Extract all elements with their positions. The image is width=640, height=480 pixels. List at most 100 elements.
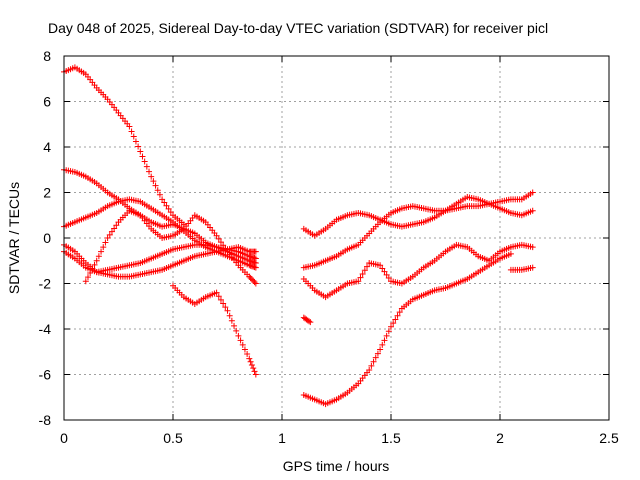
data-point [252,255,259,262]
data-point [167,209,174,216]
data-point [104,235,111,241]
data-point [252,264,259,271]
data-point [507,250,514,257]
data-point [239,341,246,348]
x-tick-label: 2 [496,430,504,446]
data-point [361,267,368,274]
data-point [529,264,536,271]
data-point [381,268,388,275]
data-point [359,270,366,277]
series-s1 [61,64,187,228]
data-point [383,332,390,339]
data-point [163,202,170,209]
x-tick-label: 0.5 [163,430,183,446]
y-tick-label: 8 [43,48,51,64]
axis-ticks: 0 0.5 1 1.5 2 2.5 -8 -6 -4 -2 0 2 4 6 8 [39,48,619,446]
data-point [87,270,94,277]
data-point [130,133,137,140]
data-point [215,293,222,300]
x-tick-label: 0 [60,430,68,446]
data-point [357,274,364,281]
data-point [529,189,536,196]
data-point [396,309,403,316]
data-point [529,244,536,251]
data-point [100,244,107,251]
data-point [252,248,259,255]
data-point [106,231,113,238]
data-point [244,351,251,358]
data-point [222,304,229,311]
data-point [385,328,392,335]
data-point [93,257,100,264]
data-point [250,365,257,372]
data-point [220,242,227,249]
data-point [222,245,229,252]
data-point [385,275,392,282]
y-tick-label: -4 [39,321,52,337]
y-tick-label: 4 [43,139,51,155]
data-point [233,327,240,334]
y-tick-label: 0 [43,230,51,246]
plot-data [61,64,536,408]
x-tick-label: 1.5 [381,430,401,446]
data-point [306,318,313,325]
data-point [143,163,150,170]
data-point [141,158,148,165]
y-tick-label: 6 [43,94,51,110]
data-point [250,277,257,284]
data-point [246,273,253,280]
x-tick-label: 2.5 [599,430,619,446]
grid [64,56,609,420]
y-tick-label: -8 [39,412,52,428]
data-point [215,235,222,242]
data-point [228,317,235,324]
data-point [137,148,144,155]
data-point [139,153,146,160]
series-s12 [300,314,314,326]
chart-title: Day 048 of 2025, Sidereal Day-to-day VTE… [48,20,548,36]
data-point [237,337,244,344]
data-point [372,354,379,361]
data-point [241,346,248,353]
data-point [165,205,172,212]
x-tick-label: 1 [278,430,286,446]
data-point [126,123,133,130]
data-point [247,358,254,365]
data-point [529,207,536,214]
data-point [95,253,102,260]
data-point [148,173,155,180]
series-s7 [170,282,259,378]
data-point [102,239,109,246]
data-point [226,312,233,319]
series-s6 [82,207,259,287]
y-tick-label: -2 [39,276,52,292]
data-point [150,178,157,185]
series-s9 [300,189,536,271]
data-point [156,191,163,198]
data-point [251,368,258,375]
data-point [84,274,91,281]
data-point [377,262,384,269]
data-point [390,320,397,327]
data-point [235,332,242,339]
x-axis-label: GPS time / hours [283,458,390,474]
data-point [368,362,375,369]
data-point [220,300,227,307]
data-point [146,168,153,175]
data-point [247,275,254,282]
data-point [91,261,98,268]
y-tick-label: 2 [43,185,51,201]
data-point [111,225,118,232]
data-point [355,278,362,285]
data-point [394,312,401,319]
data-point [108,228,115,235]
data-point [159,196,166,203]
data-point [374,350,381,357]
data-point [252,371,259,378]
data-point [366,366,373,373]
data-point [128,128,135,135]
data-point [113,222,120,229]
data-point [252,280,259,287]
data-point [381,337,388,344]
